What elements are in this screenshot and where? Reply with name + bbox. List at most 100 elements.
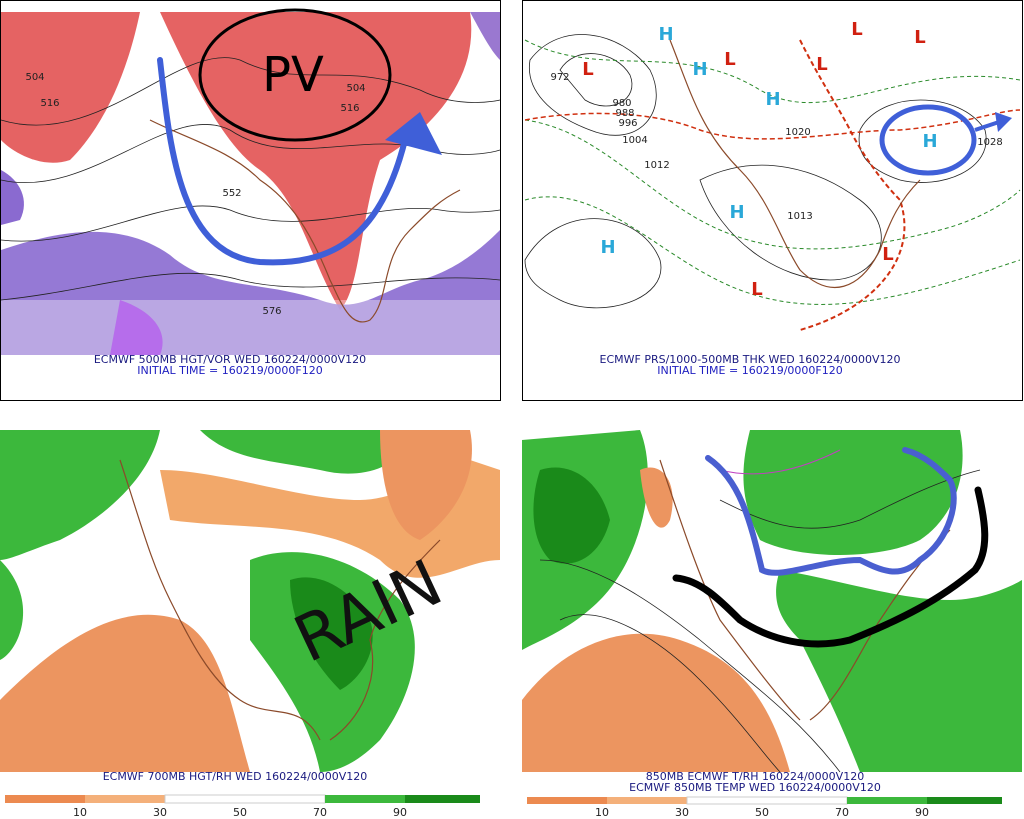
contour: [0, 57, 501, 126]
low-marker: L: [851, 19, 862, 40]
annotation-ring: [879, 104, 977, 176]
colorbar-segment: [847, 797, 927, 804]
isobar-label: 1012: [644, 160, 669, 171]
low-marker: L: [816, 54, 827, 75]
arrow-head: [995, 112, 1012, 132]
colorbar-label: 50: [755, 806, 769, 819]
arrow-head: [385, 112, 442, 155]
high-marker: H: [658, 24, 673, 45]
isobar-label: 972: [550, 72, 569, 83]
high-marker: H: [922, 131, 937, 152]
colorbar-segment: [405, 795, 480, 803]
coastline: [119, 459, 441, 741]
panel-frame: [522, 0, 1023, 401]
isobar-label: 1020: [785, 127, 810, 138]
panel-700mb: RAIN ECMWF 700MB HGT/RH WED 160224/0000V…: [0, 430, 500, 819]
humidity-area: [776, 570, 1022, 772]
dry-area: [640, 467, 673, 528]
panel-500mb: PV 504 516 552 576 516 504 ECMWF 500MB H…: [0, 0, 501, 401]
colorbar-segment: [927, 797, 1002, 804]
isotherm: [719, 449, 841, 475]
humidity-area: [0, 430, 160, 560]
colorbar-segment: [607, 797, 687, 804]
isobar-label: 1028: [977, 137, 1002, 148]
humidity-area: [290, 577, 373, 690]
isotherm: [719, 469, 981, 529]
flow-arrow: [157, 57, 408, 266]
isobar-label: 1013: [787, 211, 812, 222]
caption: ECMWF 700MB HGT/RH WED 160224/0000V120: [103, 770, 368, 783]
colorbar-segment: [527, 797, 607, 804]
low-marker: L: [724, 49, 735, 70]
thickness-line: [524, 119, 1021, 250]
low-marker: L: [582, 59, 593, 80]
colorbar-label: 70: [835, 806, 849, 819]
colorbar-segment: [85, 795, 165, 803]
dry-area: [380, 430, 472, 540]
colorbar-segment: [325, 795, 405, 803]
annotation-trough: [705, 447, 957, 576]
humidity-area: [200, 430, 420, 474]
dry-area: [0, 614, 250, 772]
high-marker: H: [729, 202, 744, 223]
vorticity-area: [160, 12, 472, 310]
high-marker: H: [692, 59, 707, 80]
colorbar-label: 50: [233, 806, 247, 819]
colorbar-label: 90: [393, 806, 407, 819]
panel-850mb: 850MB ECMWF T/RH 160224/0000V120 ECMWF 8…: [522, 430, 1022, 819]
low-marker: L: [914, 27, 925, 48]
colorbar-label: 30: [675, 806, 689, 819]
annotation: PV: [262, 47, 324, 103]
freezing-line: [524, 109, 1021, 140]
vorticity-area: [1, 170, 24, 225]
freezing-line: [799, 39, 906, 331]
caption: ECMWF PRS/1000-500MB THK WED 160224/0000…: [600, 353, 901, 366]
contour: [0, 124, 501, 183]
contour: [0, 205, 501, 242]
isotherm: [559, 614, 781, 773]
colorbar-label: 90: [915, 806, 929, 819]
colorbar-label: 30: [153, 806, 167, 819]
isobar-label: 996: [618, 118, 637, 129]
initial-time: INITIAL TIME = 160219/0000F120: [657, 364, 842, 377]
caption: ECMWF 500MB HGT/VOR WED 160224/0000V120: [94, 353, 366, 366]
annotation-ring: [198, 8, 392, 142]
vorticity-area: [110, 300, 163, 355]
isobar: [559, 53, 633, 107]
isobar: [524, 218, 662, 309]
colorbar-segment: [5, 795, 85, 803]
isobar: [528, 34, 657, 136]
caption: ECMWF 850MB TEMP WED 160224/0000V120: [629, 781, 881, 794]
high-marker: H: [765, 89, 780, 110]
map-shade: [1, 300, 500, 355]
vorticity-area: [470, 12, 500, 60]
contour-label: 516: [40, 98, 59, 109]
coastline: [149, 119, 461, 323]
isobar-label: 980: [612, 98, 631, 109]
contour-label: 552: [222, 188, 241, 199]
low-marker: L: [751, 279, 762, 300]
dry-area: [522, 633, 790, 772]
isobar-label: 988: [615, 108, 634, 119]
thickness-line: [524, 39, 1021, 104]
contour-label: 504: [346, 83, 365, 94]
colorbar-segment: [686, 796, 848, 805]
contour-label: 504: [25, 72, 44, 83]
isobar-label: 1004: [622, 135, 647, 146]
thickness-line: [524, 196, 1021, 305]
colorbar-segment: [164, 794, 326, 804]
coastline: [669, 39, 921, 288]
humidity-area: [0, 560, 24, 660]
contour-label: 576: [262, 306, 281, 317]
colorbar-label: 10: [595, 806, 609, 819]
humidity-area: [533, 467, 610, 564]
humidity-area: [743, 430, 963, 555]
caption: 850MB ECMWF T/RH 160224/0000V120: [646, 770, 864, 783]
initial-time: INITIAL TIME = 160219/0000F120: [137, 364, 322, 377]
colorbar-label: 10: [73, 806, 87, 819]
low-marker: L: [882, 244, 893, 265]
isobar: [699, 164, 882, 281]
isotherm: [539, 559, 841, 773]
annotation-front: [672, 486, 989, 648]
